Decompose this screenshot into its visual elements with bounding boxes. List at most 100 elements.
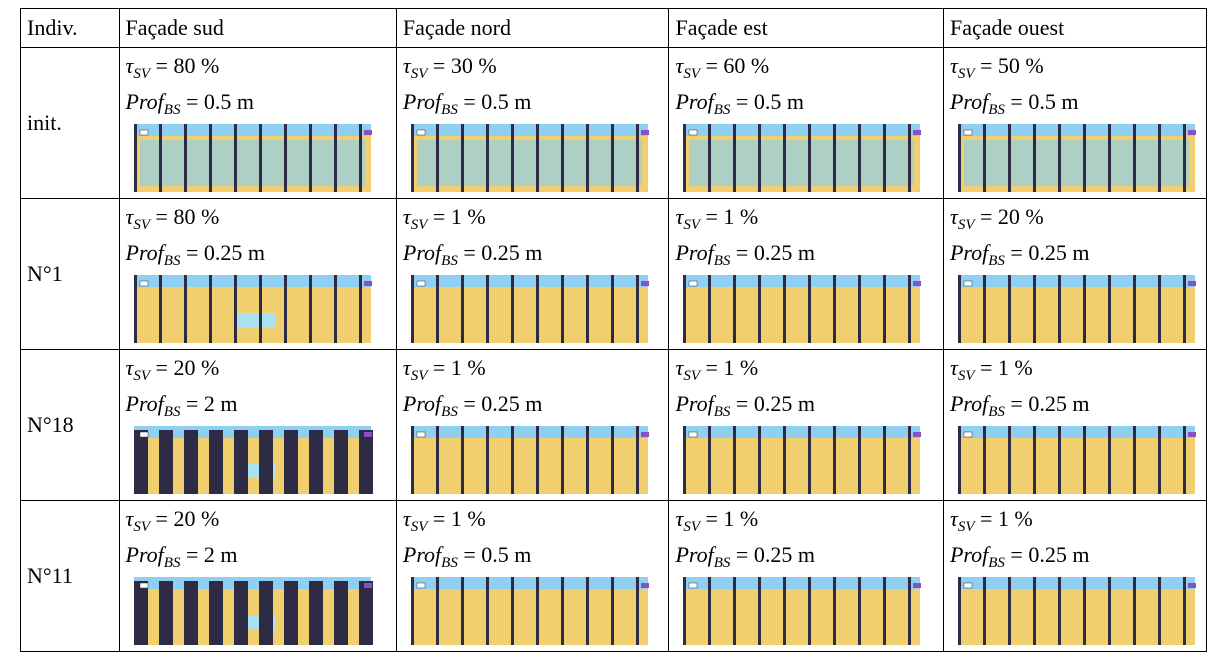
math-value: = 0.25 m — [457, 391, 543, 416]
facade-shape — [913, 432, 922, 437]
facade-shape — [139, 140, 365, 186]
math-subscript: SV — [957, 217, 975, 233]
math-subscript: SV — [133, 368, 151, 384]
math-subscript: SV — [683, 66, 700, 82]
facade-shape — [139, 129, 148, 136]
header-row: Indiv. Façade sud Façade nord Façade est Faç… — [20, 8, 1207, 48]
facade-shape — [333, 430, 348, 494]
facade-shape — [858, 124, 862, 192]
facade-shape — [435, 275, 439, 343]
facade-shape — [1157, 577, 1161, 645]
facade-shape — [783, 577, 787, 645]
math-value: = 20 % — [974, 204, 1044, 229]
math-symbol: τ — [949, 53, 958, 78]
math-value: = 0.25 m — [180, 240, 265, 265]
math-value: = 50 % — [974, 53, 1044, 78]
facade-shape — [1132, 577, 1136, 645]
facade-shape — [333, 124, 337, 192]
table-cell: τSV = 20 % ProfBS = 0.25 m — [942, 198, 1207, 350]
facade-shape — [908, 275, 912, 343]
facade-shape — [610, 426, 614, 494]
facade-shape — [1157, 124, 1161, 192]
facade-shape — [435, 124, 439, 192]
facade-shape — [733, 124, 737, 192]
math-subscript: SV — [683, 217, 700, 233]
facade-shape — [410, 577, 414, 645]
prof-line: ProfBS = 0.25 m — [403, 386, 663, 422]
facade-shape — [560, 426, 564, 494]
facade-illustration — [410, 577, 649, 645]
column-header: Façade sud — [118, 8, 397, 48]
math-symbol: τ — [949, 355, 958, 380]
math-symbol: Prof — [949, 240, 989, 265]
facade-shape — [158, 275, 162, 343]
facade-shape — [1057, 124, 1061, 192]
tau-line: τSV = 50 % — [950, 48, 1200, 84]
facade-shape — [233, 581, 248, 645]
facade-shape — [460, 577, 464, 645]
facade-shape — [758, 426, 762, 494]
facade-shape — [158, 581, 173, 645]
facade-shape — [333, 581, 348, 645]
prof-line: ProfBS = 0.5 m — [403, 84, 663, 120]
table-cell: τSV = 1 % ProfBS = 0.25 m — [668, 198, 944, 350]
table-cell: τSV = 1 % ProfBS = 0.5 m — [395, 500, 670, 652]
facade-shape — [858, 577, 862, 645]
facade-shape — [808, 426, 812, 494]
facade-shape — [883, 577, 887, 645]
math-symbol: Prof — [125, 89, 164, 114]
tau-line: τSV = 60 % — [675, 48, 937, 84]
facade-shape — [708, 275, 712, 343]
facade-shape — [208, 430, 223, 494]
facade-shape — [783, 426, 787, 494]
facade-illustration — [957, 275, 1196, 343]
prof-line: ProfBS = 0.25 m — [950, 235, 1200, 271]
facade-shape — [683, 124, 687, 192]
math-symbol: τ — [675, 506, 684, 531]
facade-shape — [410, 287, 648, 343]
facade-shape — [963, 280, 973, 287]
facade-shape — [410, 124, 414, 192]
row-label: N°1 — [20, 198, 120, 350]
facade-shape — [908, 577, 912, 645]
facade-shape — [358, 124, 362, 192]
column-header: Façade nord — [395, 8, 670, 48]
prof-line: ProfBS = 0.5 m — [950, 84, 1200, 120]
facade-shape — [1107, 275, 1111, 343]
facade-shape — [982, 426, 986, 494]
facade-shape — [416, 431, 426, 438]
facade-shape — [308, 430, 323, 494]
table-cell: τSV = 80 % ProfBS = 0.5 m — [118, 47, 397, 199]
math-subscript: SV — [410, 368, 428, 384]
prof-line: ProfBS = 0.25 m — [950, 386, 1200, 422]
math-subscript: SV — [410, 217, 428, 233]
facade-shape — [833, 426, 837, 494]
math-subscript: BS — [441, 404, 458, 420]
table-body: init. τSV = 80 % ProfBS = 0.5 m τSV = 30 % P… — [20, 47, 1207, 652]
math-subscript: BS — [441, 102, 458, 118]
math-symbol: τ — [402, 506, 411, 531]
facade-shape — [1057, 426, 1061, 494]
facade-shape — [1182, 426, 1186, 494]
math-symbol: τ — [675, 53, 684, 78]
math-symbol: τ — [402, 355, 411, 380]
math-symbol: τ — [402, 204, 411, 229]
facade-shape — [1007, 426, 1011, 494]
math-symbol: Prof — [675, 240, 714, 265]
math-value: = 0.25 m — [1004, 391, 1090, 416]
facade-shape — [435, 577, 439, 645]
math-value: = 1 % — [700, 506, 759, 531]
tau-line: τSV = 20 % — [950, 199, 1200, 235]
facade-shape — [560, 124, 564, 192]
facade-shape — [258, 430, 273, 494]
math-value: = 1 % — [700, 204, 759, 229]
facade-shape — [133, 581, 148, 645]
prof-line: ProfBS = 0.25 m — [126, 235, 390, 271]
facade-illustration — [957, 426, 1196, 494]
facade-shape — [410, 275, 414, 343]
facade-shape — [733, 426, 737, 494]
facade-shape — [1182, 124, 1186, 192]
math-subscript: BS — [988, 555, 1005, 571]
math-value: = 20 % — [150, 355, 220, 380]
facade-shape — [733, 275, 737, 343]
